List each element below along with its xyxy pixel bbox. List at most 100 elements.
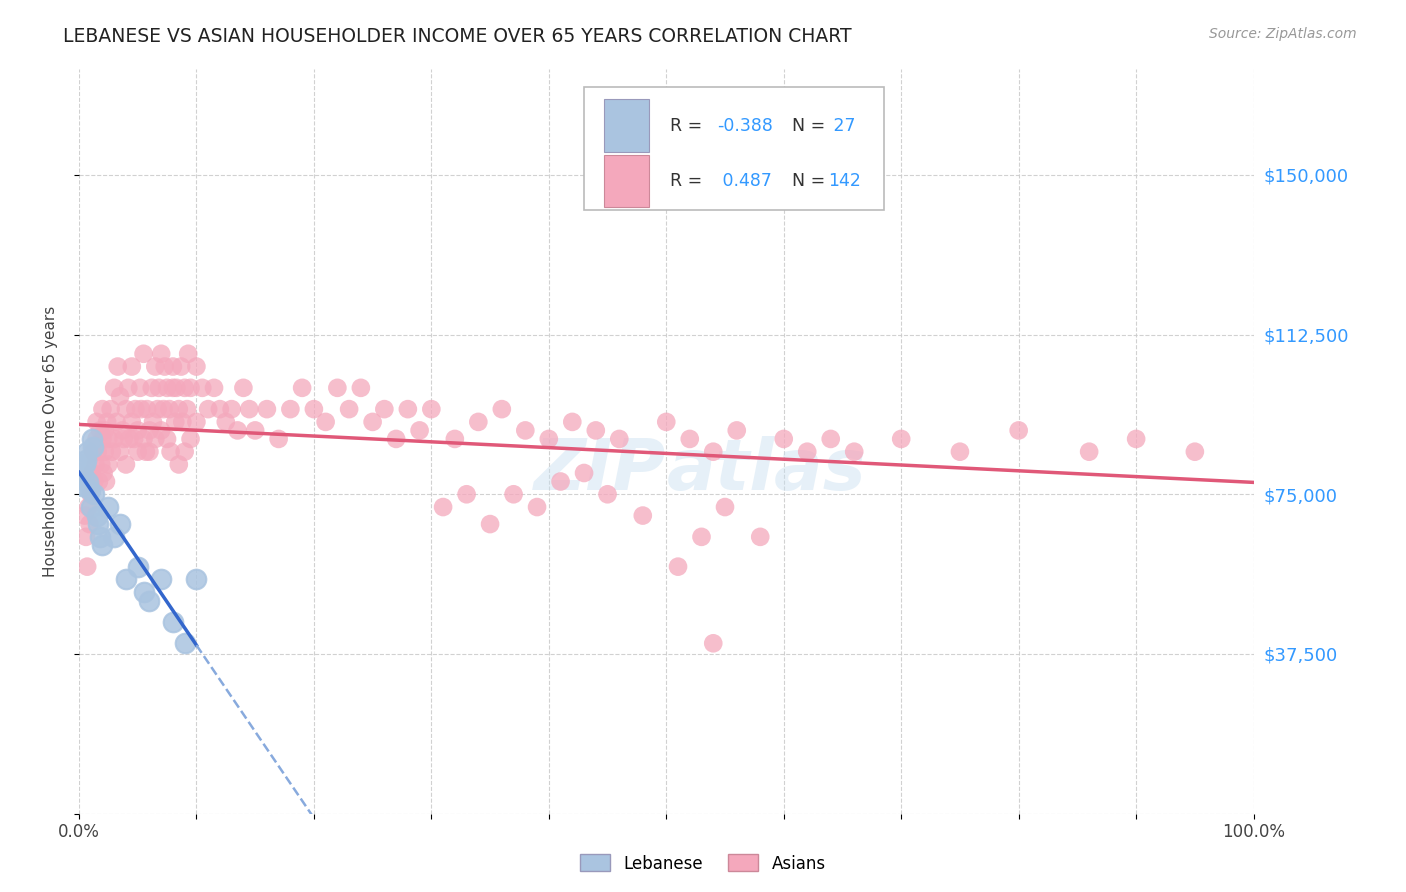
Point [690,530,713,544]
Point [76,559,98,574]
Point [80,487,103,501]
Point [165,415,187,429]
Point [150,573,173,587]
Point [138,593,160,607]
Point [167,402,190,417]
Point [138,444,160,458]
Point [108,444,131,458]
Point [112,432,135,446]
Point [101,444,124,458]
Point [443,432,465,446]
Point [596,487,619,501]
Point [108,389,131,403]
Point [550,475,572,489]
Point [76,444,98,458]
Point [232,381,254,395]
Point [714,500,737,514]
Point [180,432,202,446]
Point [89,424,111,438]
Point [117,381,139,395]
Point [97,458,120,472]
Text: N =: N = [782,117,831,135]
Text: 27: 27 [828,117,856,135]
Point [561,415,583,429]
Text: LEBANESE VS ASIAN HOUSEHOLDER INCOME OVER 65 YEARS CORRELATION CHART: LEBANESE VS ASIAN HOUSEHOLDER INCOME OVE… [63,27,852,45]
Point [890,432,912,446]
Point [702,444,724,458]
Point [129,381,152,395]
Point [107,359,129,374]
Point [129,402,152,417]
Point [173,636,195,650]
Point [89,530,111,544]
Point [191,381,214,395]
Point [156,381,179,395]
Point [72,470,94,484]
Point [127,559,149,574]
Point [73,458,96,472]
Point [215,415,238,429]
Point [72,479,94,493]
Point [267,432,290,446]
Point [97,432,120,446]
Point [170,359,193,374]
Text: ZIP: ZIP [534,436,666,506]
Point [162,615,184,629]
Point [176,402,198,417]
Bar [605,155,648,207]
Point [226,424,249,438]
Point [208,402,231,417]
Point [432,500,454,514]
Point [115,573,138,587]
Point [83,487,105,501]
Point [243,424,266,438]
Point [173,381,195,395]
Point [796,444,818,458]
Point [337,402,360,417]
Point [111,424,134,438]
Point [772,432,794,446]
Point [820,432,842,446]
Point [91,538,114,552]
Point [607,432,630,446]
Point [93,466,115,480]
Point [1008,424,1031,438]
Point [108,517,131,532]
Point [302,402,325,417]
Point [373,402,395,417]
Point [148,381,170,395]
Point [162,359,184,374]
Point [749,530,772,544]
Point [86,415,108,429]
Point [515,424,537,438]
Point [96,415,118,429]
Point [132,347,155,361]
Point [142,415,165,429]
Point [725,424,748,438]
Point [526,500,548,514]
Point [138,424,160,438]
Point [143,359,166,374]
Point [83,475,105,489]
Point [385,432,408,446]
Point [456,487,478,501]
Point [115,402,138,417]
Point [180,381,202,395]
Point [103,432,125,446]
Point [150,424,173,438]
Point [350,381,373,395]
Point [221,402,243,417]
Point [326,381,349,395]
Point [585,424,607,438]
Point [165,381,187,395]
Text: 142: 142 [828,172,862,190]
Point [396,402,419,417]
Point [94,444,117,458]
Point [537,432,560,446]
Point [100,402,122,417]
Point [666,559,689,574]
Point [420,402,443,417]
Point [202,381,225,395]
Point [491,402,513,417]
Point [186,359,208,374]
